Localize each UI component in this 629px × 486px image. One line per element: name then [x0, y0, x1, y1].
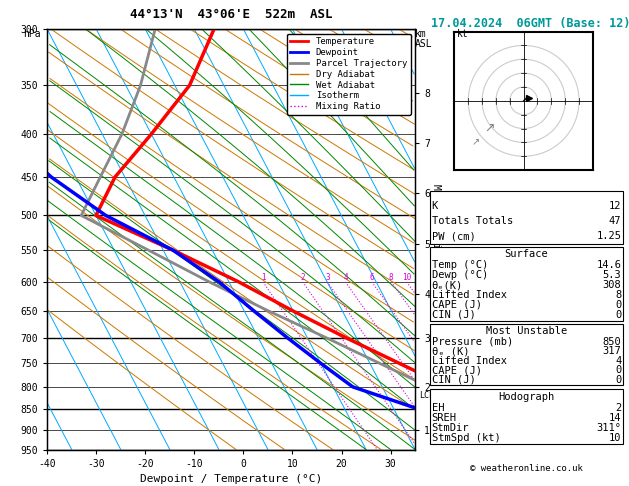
Text: θₑ (K): θₑ (K)	[431, 347, 469, 356]
Bar	[430, 246, 623, 321]
Text: 0: 0	[615, 365, 621, 375]
Text: 311°: 311°	[596, 423, 621, 433]
Text: StmDir: StmDir	[431, 423, 469, 433]
Text: © weatheronline.co.uk: © weatheronline.co.uk	[470, 464, 583, 473]
Text: 14: 14	[609, 413, 621, 423]
Text: hPa: hPa	[23, 29, 41, 39]
Text: 0: 0	[615, 310, 621, 320]
Text: EH: EH	[431, 403, 444, 413]
Text: 12: 12	[609, 201, 621, 211]
Text: 308: 308	[603, 280, 621, 290]
Text: Surface: Surface	[504, 249, 548, 260]
Text: StmSpd (kt): StmSpd (kt)	[431, 433, 500, 443]
Text: $\nearrow$: $\nearrow$	[470, 138, 481, 147]
Text: Lifted Index: Lifted Index	[431, 356, 506, 366]
Text: 5.3: 5.3	[603, 270, 621, 280]
Text: kt: kt	[457, 29, 469, 39]
Text: CIN (J): CIN (J)	[431, 375, 476, 385]
Text: 3: 3	[325, 273, 330, 282]
Bar	[430, 389, 623, 444]
Text: 850: 850	[603, 337, 621, 347]
Text: LCL: LCL	[419, 391, 434, 400]
Text: 2: 2	[301, 273, 305, 282]
Bar	[430, 191, 623, 243]
Text: 10: 10	[609, 433, 621, 443]
Text: CAPE (J): CAPE (J)	[431, 300, 482, 310]
Text: 1.25: 1.25	[596, 231, 621, 241]
Text: Dewp (°C): Dewp (°C)	[431, 270, 488, 280]
Text: 44°13'N  43°06'E  522m  ASL: 44°13'N 43°06'E 522m ASL	[130, 8, 332, 21]
Text: θₑ(K): θₑ(K)	[431, 280, 463, 290]
Text: 14.6: 14.6	[596, 260, 621, 270]
Text: CAPE (J): CAPE (J)	[431, 365, 482, 375]
Text: Pressure (mb): Pressure (mb)	[431, 337, 513, 347]
Text: CIN (J): CIN (J)	[431, 310, 476, 320]
Bar	[430, 324, 623, 385]
Text: Temp (°C): Temp (°C)	[431, 260, 488, 270]
Text: 6: 6	[370, 273, 374, 282]
Text: Lifted Index: Lifted Index	[431, 290, 506, 300]
Legend: Temperature, Dewpoint, Parcel Trajectory, Dry Adiabat, Wet Adiabat, Isotherm, Mi: Temperature, Dewpoint, Parcel Trajectory…	[287, 34, 411, 115]
Text: 2: 2	[615, 403, 621, 413]
Text: 317: 317	[603, 347, 621, 356]
Text: 8: 8	[389, 273, 394, 282]
Text: Totals Totals: Totals Totals	[431, 216, 513, 226]
Text: 10: 10	[402, 273, 411, 282]
Text: 0: 0	[615, 375, 621, 385]
Text: 8: 8	[615, 290, 621, 300]
Text: K: K	[431, 201, 438, 211]
Text: km
ASL: km ASL	[415, 29, 433, 49]
X-axis label: Dewpoint / Temperature (°C): Dewpoint / Temperature (°C)	[140, 474, 322, 484]
Text: 1: 1	[261, 273, 265, 282]
Y-axis label: Mixing Ratio (g/kg): Mixing Ratio (g/kg)	[431, 184, 441, 295]
Text: PW (cm): PW (cm)	[431, 231, 476, 241]
Text: SREH: SREH	[431, 413, 457, 423]
Text: 0: 0	[615, 300, 621, 310]
Text: Hodograph: Hodograph	[498, 392, 555, 401]
Text: 4: 4	[343, 273, 348, 282]
Text: 47: 47	[609, 216, 621, 226]
Text: $\nearrow$: $\nearrow$	[482, 122, 496, 135]
Text: 4: 4	[615, 356, 621, 366]
Text: 17.04.2024  06GMT (Base: 12): 17.04.2024 06GMT (Base: 12)	[431, 17, 629, 30]
Text: Most Unstable: Most Unstable	[486, 326, 567, 336]
